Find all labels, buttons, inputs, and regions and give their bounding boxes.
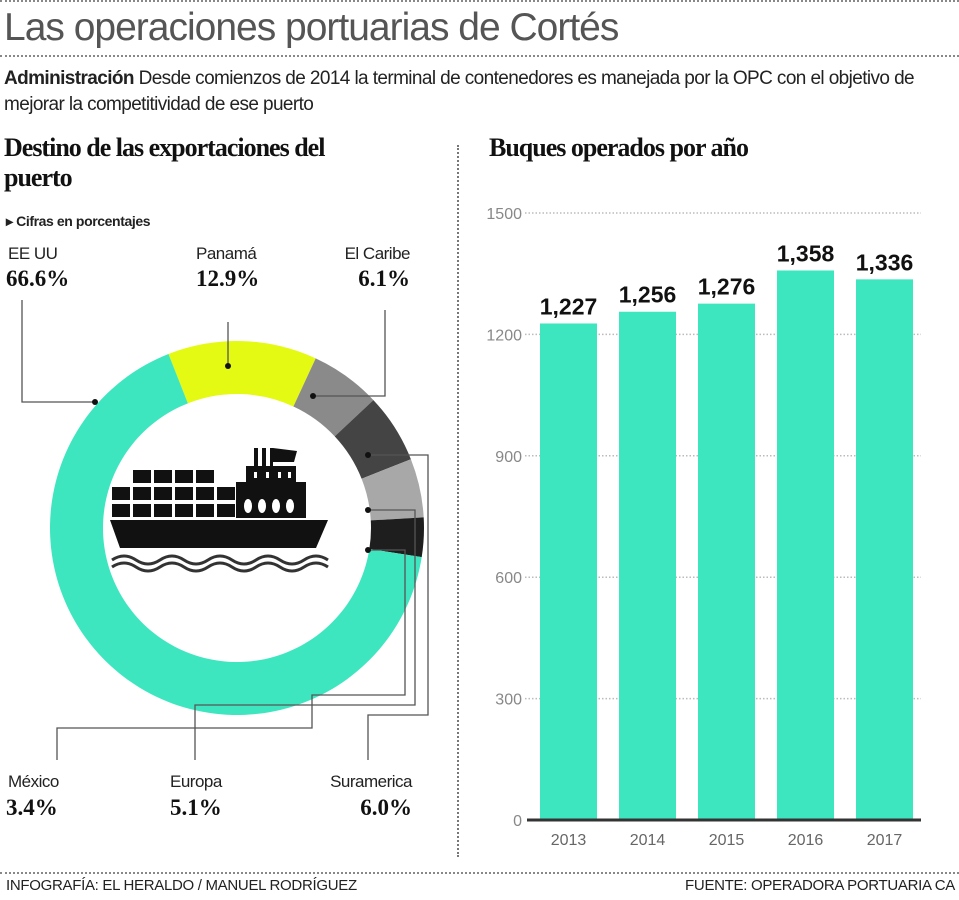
footer-credit: INFOGRAFÍA: EL HERALDO / MANUEL RODRÍGUE… [6, 877, 357, 894]
y-tick-label: 1200 [486, 327, 522, 344]
label-eeuu: EE UU [8, 244, 58, 263]
value-europa: 5.1% [170, 795, 222, 820]
label-suramerica: Suramerica [330, 772, 412, 791]
donut-subtitle: ▸ Cifras en porcentajes [6, 213, 151, 230]
footer-rule [0, 872, 959, 874]
leader-suramerica [367, 454, 429, 760]
donut-slice-ee-uu [50, 354, 422, 716]
leader-eeuu [21, 300, 95, 403]
y-tick-label: 900 [495, 449, 522, 466]
column-divider [457, 145, 459, 857]
leader-dots [92, 363, 371, 553]
bar-2014 [619, 311, 676, 820]
label-europa: Europa [170, 772, 222, 791]
bar-value-label: 1,227 [540, 293, 598, 319]
value-eeuu: 66.6% [6, 266, 70, 291]
triangle-bullet-icon: ▸ [6, 213, 17, 229]
y-tick-label: 600 [495, 570, 522, 587]
donut-slice-europa [361, 459, 424, 521]
bar-value-label: 1,256 [619, 282, 677, 308]
bar-value-label: 1,276 [698, 274, 756, 300]
x-tick-label: 2013 [551, 832, 587, 849]
donut-chart [21, 300, 429, 760]
label-mexico: México [8, 772, 59, 791]
value-caribe: 6.1% [358, 266, 410, 291]
donut-title: Destino de las exportaciones del puerto [4, 133, 325, 192]
leader-caribe [313, 310, 386, 397]
x-tick-label: 2015 [709, 832, 745, 849]
bar-2013 [540, 323, 597, 820]
bar-2015 [698, 303, 755, 820]
bar-2017 [856, 279, 913, 820]
y-tick-label: 0 [513, 813, 522, 830]
bar-chart-title: Buques operados por año [489, 133, 749, 162]
x-tick-label: 2014 [630, 832, 666, 849]
bar-value-label: 1,358 [777, 240, 835, 266]
y-tick-label: 1500 [486, 206, 522, 223]
donut-slice-suramerica [334, 400, 411, 479]
title-rule [0, 55, 959, 57]
value-mexico: 3.4% [6, 795, 58, 820]
page-title: Las operaciones portuarias de Cortés [4, 6, 619, 49]
y-tick-label: 300 [495, 692, 522, 709]
donut-slice-méxico [369, 517, 424, 558]
top-rule [0, 0, 959, 2]
leader-lines [21, 300, 429, 760]
leader-mexico [56, 549, 406, 760]
leader-europa [194, 509, 416, 760]
donut-slice-panamá [168, 341, 316, 407]
donut-slice-el-caribe [293, 358, 374, 437]
value-suramerica: 6.0% [360, 795, 412, 820]
label-panama: Panamá [196, 244, 257, 263]
label-caribe: El Caribe [344, 244, 411, 263]
x-tick-label: 2016 [788, 832, 824, 849]
x-tick-label: 2017 [867, 832, 903, 849]
cargo-ship-icon [110, 448, 328, 548]
bar-chart: 0 300 600 900 1200 1500 1,227 2013 1,256 2014 1,27… [486, 206, 921, 849]
intro-body: Desde comienzos de 2014 la terminal de c… [4, 68, 915, 115]
value-panama: 12.9% [196, 266, 260, 291]
intro-text: Administración Desde comienzos de 2014 l… [4, 66, 954, 118]
intro-lead: Administración [4, 68, 135, 89]
subtitle-text: Cifras en porcentajes [16, 213, 151, 229]
bar-2016 [777, 270, 834, 821]
bar-value-label: 1,336 [856, 249, 914, 275]
wave-icon [111, 554, 329, 566]
footer-source: FUENTE: OPERADORA PORTUARIA CA [685, 877, 955, 894]
